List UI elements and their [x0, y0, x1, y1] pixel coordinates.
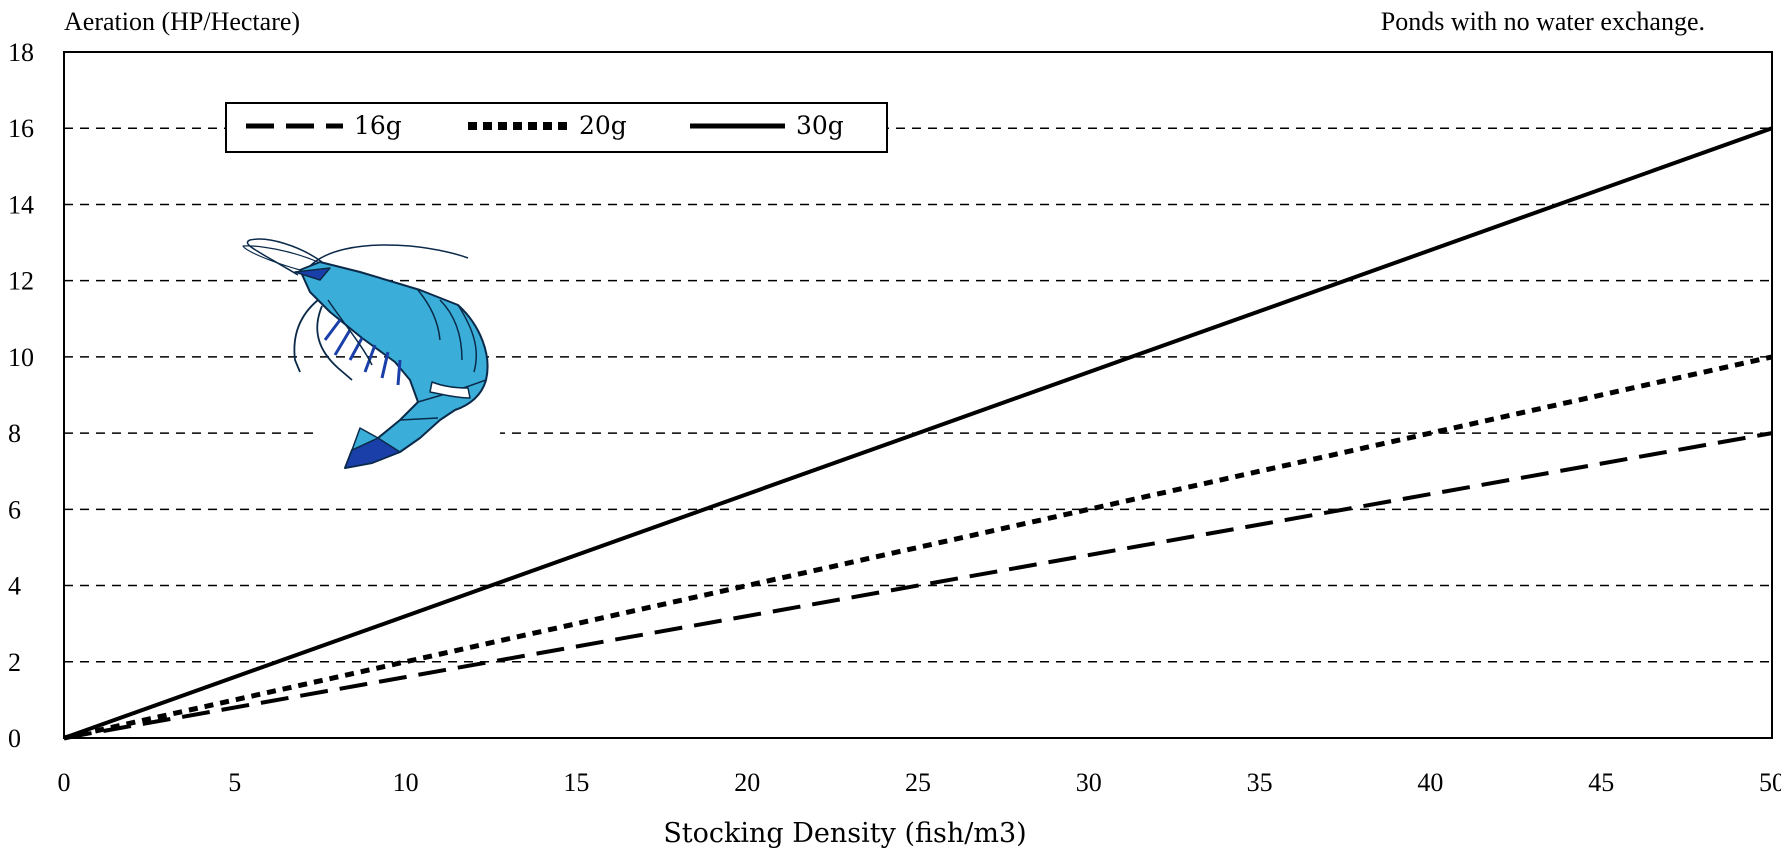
x-tick-label: 45 — [1588, 768, 1614, 797]
y-tick-label: 14 — [8, 190, 34, 219]
x-tick-label: 35 — [1247, 768, 1273, 797]
x-tick-label: 25 — [905, 768, 931, 797]
y-tick-label: 12 — [8, 267, 34, 296]
x-tick-label: 50 — [1759, 768, 1781, 797]
x-tick-label: 20 — [734, 768, 760, 797]
x-tick-label: 40 — [1417, 768, 1443, 797]
legend-box — [225, 102, 888, 153]
y-tick-label: 6 — [8, 495, 21, 524]
plot-frame — [63, 51, 1773, 739]
x-axis-title: Stocking Density (fish/m3) — [663, 818, 1026, 849]
y-axis-title: Aeration (HP/Hectare) — [64, 7, 300, 36]
chart-note: Ponds with no water exchange. — [1381, 7, 1705, 36]
x-tick-label: 5 — [228, 768, 241, 797]
legend-label-16g: 16g — [354, 111, 402, 140]
y-tick-label: 2 — [8, 648, 21, 677]
x-tick-label: 10 — [393, 768, 419, 797]
y-axis-ticks: 0 2 4 6 8 10 12 14 16 18 — [8, 38, 34, 753]
y-tick-label: 0 — [8, 724, 21, 753]
y-tick-label: 18 — [8, 38, 34, 67]
y-tick-label: 16 — [8, 114, 34, 143]
shrimp-icon — [215, 238, 500, 469]
x-tick-label: 0 — [58, 768, 71, 797]
series-lines — [63, 126, 1773, 741]
y-tick-label: 4 — [8, 572, 21, 601]
y-tick-label: 10 — [8, 343, 34, 372]
x-tick-label: 15 — [563, 768, 589, 797]
series-line-20g — [63, 354, 1773, 741]
legend: 16g 20g 30g — [225, 102, 888, 153]
legend-label-30g: 30g — [796, 111, 844, 140]
legend-label-20g: 20g — [579, 111, 627, 140]
x-tick-label: 30 — [1076, 768, 1102, 797]
series-line-30g — [63, 126, 1773, 740]
series-line-16g — [63, 431, 1773, 740]
grid — [64, 127, 1772, 663]
x-axis-ticks: 0 5 10 15 20 25 30 35 40 45 50 — [58, 768, 1781, 797]
y-tick-label: 8 — [8, 419, 21, 448]
